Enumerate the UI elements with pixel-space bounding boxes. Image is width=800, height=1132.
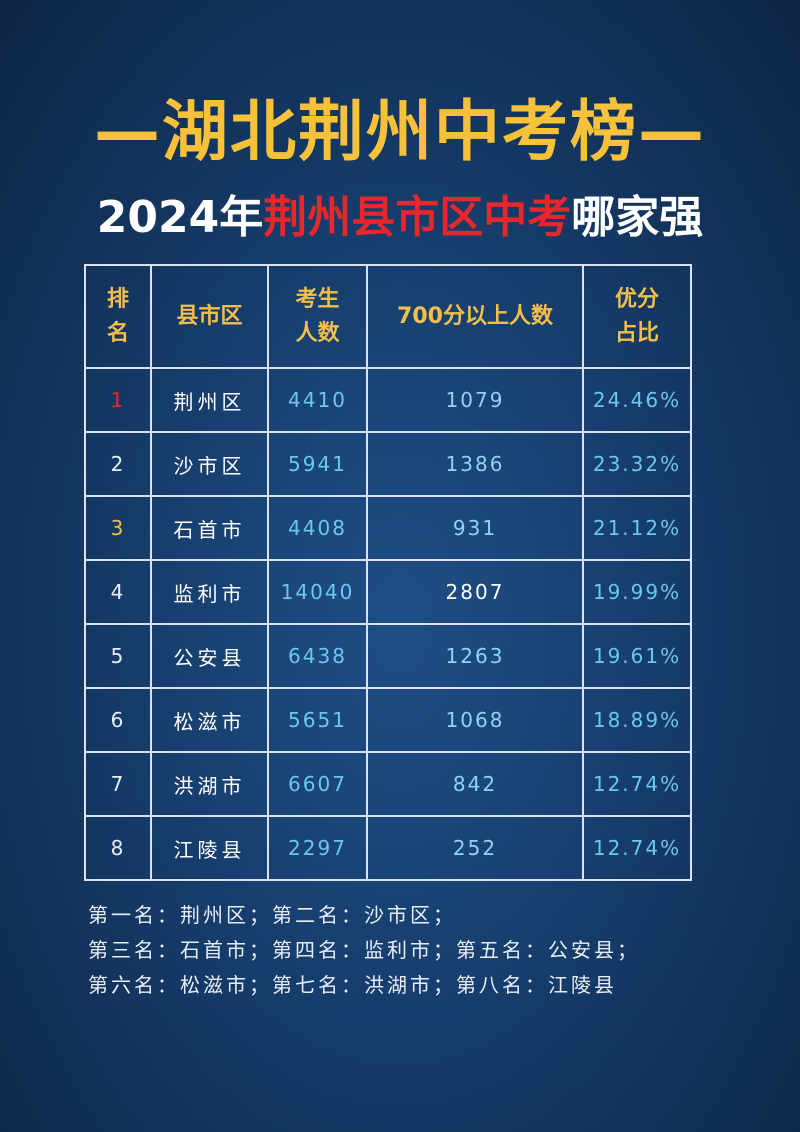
ratio-cell: 23.32% xyxy=(582,431,692,497)
above700-cell: 1386 xyxy=(366,431,584,497)
subtitle: 2024年荆州县市区中考哪家强 xyxy=(0,190,800,246)
candidates-cell: 2297 xyxy=(267,815,368,881)
header-ratio-label: 优分 占比 xyxy=(614,286,659,346)
header-rank: 排 名 xyxy=(84,264,152,369)
rank-cell: 8 xyxy=(84,815,152,881)
region-cell: 监利市 xyxy=(150,559,269,625)
ratio-cell: 19.99% xyxy=(582,559,692,625)
header-above700: 700分以上人数 xyxy=(366,264,584,369)
region-cell: 洪湖市 xyxy=(150,751,269,817)
above700-cell: 1068 xyxy=(366,687,584,753)
main-title: —湖北荆州中考榜— xyxy=(94,93,706,170)
subtitle-question: 哪家强 xyxy=(571,192,704,243)
ratio-cell: 19.61% xyxy=(582,623,692,689)
summary-line-3: 第六名：松滋市；第七名：洪湖市；第八名：江陵县 xyxy=(88,973,617,997)
above700-cell: 252 xyxy=(366,815,584,881)
candidates-cell: 14040 xyxy=(267,559,368,625)
above700-cell: 1263 xyxy=(366,623,584,689)
header-ratio: 优分 占比 xyxy=(582,264,692,369)
header-candidates-label: 考生 人数 xyxy=(295,286,340,346)
region-cell: 荆州区 xyxy=(150,367,269,433)
above700-cell: 931 xyxy=(366,495,584,561)
rank-cell: 4 xyxy=(84,559,152,625)
header-region: 县市区 xyxy=(150,264,269,369)
ratio-cell: 18.89% xyxy=(582,687,692,753)
ratio-cell: 12.74% xyxy=(582,815,692,881)
header-rank-label: 排 名 xyxy=(106,286,129,346)
ratio-cell: 24.46% xyxy=(582,367,692,433)
region-cell: 石首市 xyxy=(150,495,269,561)
candidates-cell: 4410 xyxy=(267,367,368,433)
ranking-summary: 第一名：荆州区；第二名：沙市区； 第三名：石首市；第四名：监利市；第五名：公安县… xyxy=(88,898,768,1003)
rank-cell: 1 xyxy=(84,367,152,433)
subtitle-highlight: 荆州县市区中考 xyxy=(263,192,572,243)
table-row: 5 公安县 6438 1263 19.61% xyxy=(84,623,692,689)
table-row: 6 松滋市 5651 1068 18.89% xyxy=(84,687,692,753)
candidates-cell: 5651 xyxy=(267,687,368,753)
above700-cell: 842 xyxy=(366,751,584,817)
rank-cell: 6 xyxy=(84,687,152,753)
region-cell: 沙市区 xyxy=(150,431,269,497)
region-cell: 松滋市 xyxy=(150,687,269,753)
table-row: 4 监利市 14040 2807 19.99% xyxy=(84,559,692,625)
rank-cell: 5 xyxy=(84,623,152,689)
table-row: 7 洪湖市 6607 842 12.74% xyxy=(84,751,692,817)
ranking-table-container: 排 名 县市区 考生 人数 700分以上人数 优分 占比 1 荆州区 4410 … xyxy=(84,264,692,881)
above700-cell: 2807 xyxy=(366,559,584,625)
ratio-cell: 21.12% xyxy=(582,495,692,561)
candidates-cell: 5941 xyxy=(267,431,368,497)
rank-cell: 7 xyxy=(84,751,152,817)
header-region-label: 县市区 xyxy=(176,303,243,329)
header-above700-label: 700分以上人数 xyxy=(397,303,553,329)
above700-cell: 1079 xyxy=(366,367,584,433)
summary-line-1: 第一名：荆州区；第二名：沙市区； xyxy=(88,903,456,927)
table-row: 1 荆州区 4410 1079 24.46% xyxy=(84,367,692,433)
table-row: 2 沙市区 5941 1386 23.32% xyxy=(84,431,692,497)
summary-line-2: 第三名：石首市；第四名：监利市；第五名：公安县； xyxy=(88,938,640,962)
region-cell: 江陵县 xyxy=(150,815,269,881)
table-row: 8 江陵县 2297 252 12.74% xyxy=(84,815,692,881)
candidates-cell: 4408 xyxy=(267,495,368,561)
candidates-cell: 6607 xyxy=(267,751,368,817)
subtitle-year: 2024年 xyxy=(96,192,264,243)
ranking-table: 排 名 县市区 考生 人数 700分以上人数 优分 占比 1 荆州区 4410 … xyxy=(84,264,692,881)
table-row: 3 石首市 4408 931 21.12% xyxy=(84,495,692,561)
candidates-cell: 6438 xyxy=(267,623,368,689)
rank-cell: 2 xyxy=(84,431,152,497)
region-cell: 公安县 xyxy=(150,623,269,689)
ratio-cell: 12.74% xyxy=(582,751,692,817)
rank-cell: 3 xyxy=(84,495,152,561)
header-candidates: 考生 人数 xyxy=(267,264,368,369)
table-header-row: 排 名 县市区 考生 人数 700分以上人数 优分 占比 xyxy=(84,264,692,369)
